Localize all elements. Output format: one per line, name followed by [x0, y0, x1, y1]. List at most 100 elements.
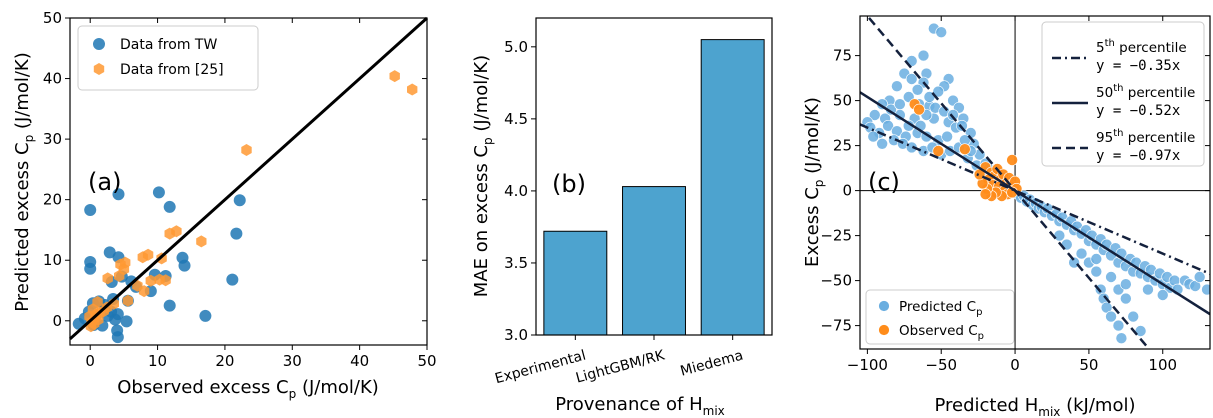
predicted-point — [1090, 253, 1103, 265]
legend-label-p95: 95th percentile — [1096, 128, 1195, 146]
tw-point — [103, 246, 116, 259]
predicted-point — [947, 109, 959, 121]
predicted-point — [932, 85, 945, 98]
lit-point — [114, 270, 125, 282]
predicted-point — [1090, 265, 1103, 278]
predicted-point — [1120, 278, 1132, 291]
y-tick-label: 75 — [833, 47, 852, 65]
panel-a-legend-box — [77, 25, 259, 91]
predicted-point — [882, 120, 894, 132]
panel-a-plot-marks — [68, 16, 429, 344]
predicted-point — [894, 98, 906, 110]
predicted-point — [1115, 332, 1128, 345]
predicted-point — [941, 130, 953, 143]
tw-point — [152, 186, 165, 199]
panel-c-plot-marks — [860, 16, 1210, 349]
predicted-point — [911, 84, 924, 96]
lit-point — [137, 251, 148, 264]
predicted-point — [1127, 310, 1140, 323]
category-label: LightGBM/RK — [574, 347, 667, 386]
lit-point — [407, 83, 418, 96]
parity-line — [68, 16, 429, 341]
legend-marker-tw — [93, 38, 105, 50]
predicted-point — [1120, 292, 1132, 305]
predicted-point — [1142, 283, 1154, 296]
legend-label-predicted: Predicted Cp — [899, 299, 982, 318]
legend-label-lit: Data from [25] — [120, 62, 224, 78]
x-tick-label: 20 — [215, 352, 234, 370]
panel-c-series-legend-box — [865, 289, 1015, 345]
panel-c-label: (c) — [868, 168, 900, 196]
y-tick-label: 3.5 — [504, 254, 528, 272]
observed-point — [979, 188, 992, 200]
y-tick-label: −25 — [820, 227, 852, 245]
lit-point — [160, 274, 171, 287]
panel-c: −100 −50 0 50 100 −75 −50 −25 0 25 50 75 (c) 5th pe… — [802, 15, 1211, 418]
y-tick-label: 4.0 — [504, 182, 528, 200]
legend-marker-lit — [93, 63, 105, 75]
tw-point — [163, 200, 176, 213]
lit-point — [196, 235, 207, 248]
panel-c-ylabel: Excess Cp (J/mol/K) — [802, 97, 826, 267]
legend-marker-predicted — [878, 300, 890, 312]
panel-c-fit-legend-box — [1041, 21, 1205, 167]
x-tick-label: −100 — [847, 356, 888, 374]
panel-c-fit-legend: 5th percentile y = −0.35x 50th percentil… — [1041, 21, 1205, 167]
predicted-point — [1193, 271, 1206, 283]
panel-c-xlabel: Predicted Hmix (kJ/mol) — [934, 395, 1135, 418]
predicted-point — [956, 120, 968, 132]
panel-c-frame — [859, 15, 1211, 350]
y-tick-label: 0 — [52, 312, 62, 330]
panel-a-frame — [69, 17, 428, 346]
x-tick-label: 0 — [1010, 356, 1020, 374]
y-tick-label: 4.5 — [504, 110, 528, 128]
tw-point — [84, 262, 97, 275]
y-tick-label: 5.0 — [504, 38, 528, 56]
tw-point — [111, 331, 124, 344]
predicted-point — [1105, 310, 1117, 323]
predicted-point — [876, 138, 888, 150]
predicted-point — [1075, 247, 1088, 260]
y-tick-label: 50 — [43, 9, 62, 27]
observed-point — [1006, 154, 1018, 166]
legend-eq-p95: y = −0.97x — [1096, 148, 1180, 164]
x-tick-label: 0 — [85, 352, 95, 370]
fit-line-solid — [860, 91, 1210, 316]
tw-point — [112, 188, 125, 201]
observed-point — [959, 143, 971, 155]
bar — [700, 39, 765, 336]
tw-point — [178, 259, 191, 272]
legend-eq-p5: y = −0.35x — [1096, 58, 1180, 74]
y-tick-label: 30 — [43, 130, 62, 148]
x-tick-label: 40 — [350, 352, 369, 370]
predicted-point — [868, 109, 881, 121]
panel-a-ticks: 0 10 20 30 40 50 0 10 20 30 40 50 — [43, 9, 437, 370]
predicted-point — [935, 26, 948, 39]
lit-point — [145, 274, 156, 287]
y-tick-label: 3.0 — [504, 326, 528, 344]
bar — [543, 230, 608, 336]
legend-label-tw: Data from TW — [120, 37, 217, 53]
category-label: Miedema — [679, 348, 745, 380]
legend-label-p50: 50th percentile — [1096, 83, 1195, 101]
x-tick-label: −50 — [925, 356, 957, 374]
panel-a-xlabel: Observed excess Cp (J/mol/K) — [117, 377, 379, 401]
legend-label-p5: 5th percentile — [1096, 38, 1187, 56]
observed-point — [913, 103, 925, 116]
lit-point — [241, 144, 252, 156]
panel-b-xlabel: Provenance of Hmix — [555, 394, 725, 418]
y-tick-label: 25 — [833, 137, 852, 155]
lit-point — [138, 285, 150, 298]
panel-b-ylabel: MAE on excess Cp (J/mol/K) — [471, 55, 495, 297]
y-tick-label: 20 — [43, 191, 62, 209]
y-tick-label: −75 — [820, 317, 852, 335]
lit-point — [164, 227, 175, 240]
predicted-point — [905, 73, 918, 85]
tw-point — [163, 299, 176, 312]
predicted-point — [1053, 229, 1066, 242]
y-tick-label: 40 — [43, 70, 62, 88]
category-label: Experimental — [493, 348, 587, 388]
fit-line-dashed — [865, 16, 1151, 349]
